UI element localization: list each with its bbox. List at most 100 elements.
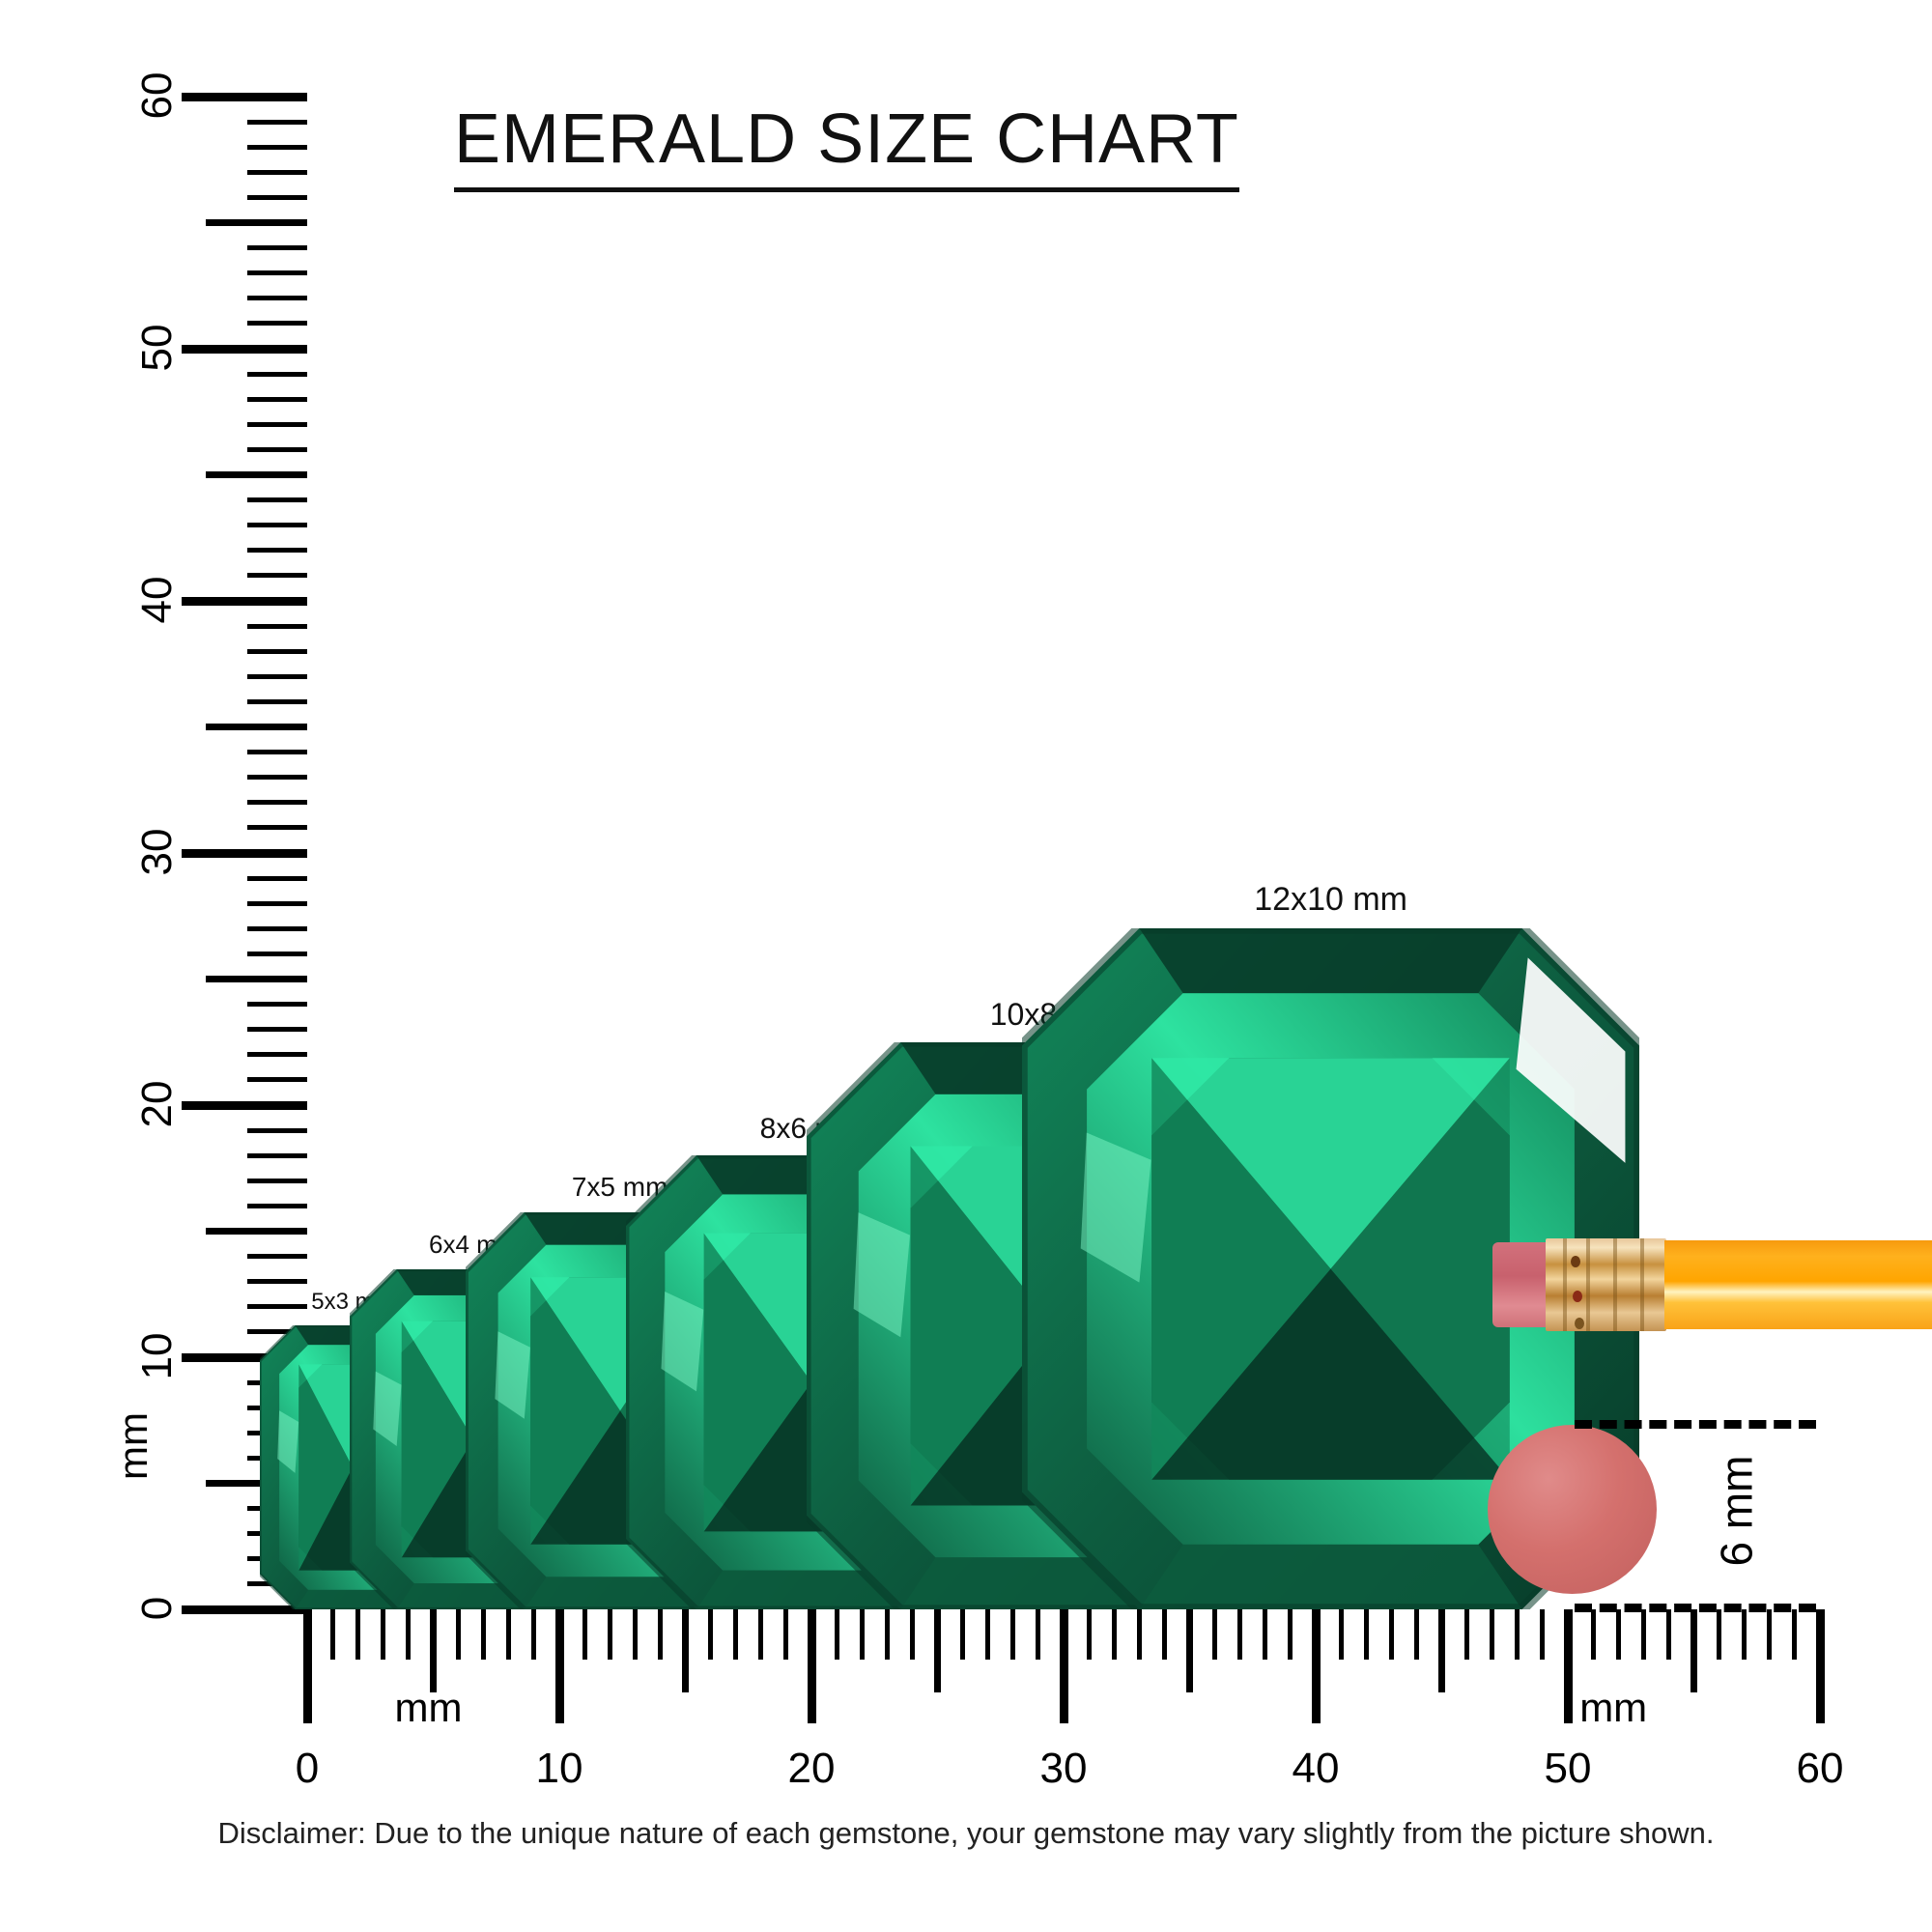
vertical-ruler-tick (247, 1279, 307, 1285)
vertical-ruler-label: 20 (133, 1080, 181, 1128)
horizontal-ruler-tick (682, 1609, 689, 1692)
vertical-ruler: 0 10 20 30 40 50 60 mm (0, 0, 328, 1642)
horizontal-ruler-tick (934, 1609, 941, 1692)
vertical-ruler-label: 30 (133, 828, 181, 876)
horizontal-ruler-tick (1815, 1609, 1825, 1723)
horizontal-ruler-tick (506, 1609, 512, 1660)
pencil-ferrule-icon (1546, 1238, 1666, 1331)
horizontal-ruler-tick (456, 1609, 462, 1660)
vertical-ruler-tick (247, 371, 307, 377)
vertical-ruler-tick (247, 825, 307, 831)
vertical-ruler-tick (247, 497, 307, 503)
horizontal-ruler-tick (607, 1609, 612, 1660)
horizontal-ruler: 0 10 20 30 40 50 60 mm mm (0, 1246, 1932, 1792)
vertical-ruler-tick (247, 1127, 307, 1133)
vertical-ruler-tick (247, 875, 307, 881)
vertical-ruler-tick (247, 1178, 307, 1183)
horizontal-ruler-label: 40 (1292, 1745, 1340, 1792)
horizontal-ruler-tick (1161, 1609, 1167, 1660)
horizontal-ruler-tick (329, 1609, 335, 1660)
vertical-ruler-tick (206, 1228, 307, 1235)
vertical-ruler-tick (182, 1100, 307, 1110)
horizontal-ruler-label: 0 (295, 1745, 320, 1792)
vertical-ruler-tick (247, 900, 307, 906)
vertical-ruler-tick (247, 951, 307, 956)
vertical-ruler-tick (247, 673, 307, 679)
vertical-ruler-tick (247, 775, 307, 781)
vertical-ruler-tick (182, 848, 307, 858)
vertical-ruler-tick (247, 1027, 307, 1033)
horizontal-ruler-tick (405, 1609, 411, 1660)
horizontal-ruler-tick (1059, 1609, 1068, 1723)
horizontal-ruler-tick (1288, 1609, 1293, 1660)
vertical-ruler-tick (247, 446, 307, 452)
vertical-ruler-tick (206, 976, 307, 982)
horizontal-ruler-tick (1413, 1609, 1419, 1660)
horizontal-ruler-tick (1615, 1609, 1621, 1660)
horizontal-ruler-tick (783, 1609, 789, 1660)
horizontal-ruler-tick (758, 1609, 764, 1660)
vertical-ruler-tick (247, 698, 307, 704)
horizontal-ruler-tick (1717, 1609, 1722, 1660)
horizontal-ruler-tick (834, 1609, 839, 1660)
vertical-ruler-tick (247, 194, 307, 200)
horizontal-ruler-tick (1792, 1609, 1798, 1660)
horizontal-ruler-tick (430, 1609, 437, 1692)
horizontal-ruler-tick (1338, 1609, 1344, 1660)
horizontal-ruler-tick (1515, 1609, 1520, 1660)
horizontal-ruler-tick (1363, 1609, 1369, 1660)
horizontal-ruler-tick (657, 1609, 663, 1660)
vertical-ruler-tick (247, 1304, 307, 1310)
horizontal-ruler-tick (884, 1609, 890, 1660)
horizontal-ruler-tick (985, 1609, 991, 1660)
horizontal-ruler-tick (1438, 1609, 1445, 1692)
vertical-ruler-tick (247, 421, 307, 427)
horizontal-ruler-tick (733, 1609, 739, 1660)
gem-item[interactable]: 12x10 mm (1021, 881, 1639, 1610)
horizontal-ruler-tick (554, 1609, 564, 1723)
horizontal-ruler-tick (1036, 1609, 1041, 1660)
vertical-ruler-tick (247, 523, 307, 528)
emerald-gem-graphic (1021, 928, 1639, 1610)
eraser-bottom-dashed-line (1575, 1604, 1816, 1612)
vertical-ruler-tick (247, 573, 307, 579)
vertical-ruler-tick (182, 1352, 307, 1362)
vertical-ruler-tick (247, 1052, 307, 1058)
pencil-body-icon (1664, 1240, 1932, 1329)
horizontal-ruler-tick (1263, 1609, 1268, 1660)
horizontal-ruler-tick (1742, 1609, 1747, 1660)
vertical-ruler-tick (182, 344, 307, 354)
vertical-ruler-tick (247, 321, 307, 327)
page-title: EMERALD SIZE CHART (454, 104, 1239, 192)
vertical-ruler-tick (247, 396, 307, 402)
horizontal-ruler-tick (1767, 1609, 1773, 1660)
horizontal-ruler-tick (1690, 1609, 1697, 1692)
vertical-ruler-tick (247, 925, 307, 931)
horizontal-ruler-tick (909, 1609, 915, 1660)
eraser-top-dashed-line (1575, 1420, 1816, 1429)
horizontal-ruler-tick (1540, 1609, 1546, 1660)
horizontal-ruler-unit-label: mm (1579, 1685, 1648, 1730)
vertical-ruler-tick (247, 296, 307, 301)
vertical-ruler-tick (247, 623, 307, 629)
horizontal-ruler-tick (380, 1609, 385, 1660)
eraser-circle-reference (1488, 1425, 1657, 1594)
vertical-ruler-tick (247, 750, 307, 755)
horizontal-ruler-tick (355, 1609, 360, 1660)
horizontal-ruler-label: 30 (1039, 1745, 1088, 1792)
pencil-eraser-icon (1492, 1242, 1548, 1327)
vertical-ruler-label: 60 (133, 71, 181, 120)
horizontal-ruler-tick (481, 1609, 487, 1660)
vertical-ruler-tick (206, 471, 307, 478)
vertical-ruler-tick (182, 596, 307, 606)
vertical-ruler-tick (182, 1605, 307, 1614)
horizontal-ruler-label: 50 (1544, 1745, 1592, 1792)
vertical-ruler-tick (247, 1077, 307, 1083)
horizontal-ruler-tick (1086, 1609, 1092, 1660)
vertical-ruler-tick (247, 548, 307, 554)
horizontal-ruler-tick (1237, 1609, 1243, 1660)
horizontal-ruler-tick (531, 1609, 537, 1660)
gem-size-label: 12x10 mm (1254, 881, 1408, 919)
horizontal-ruler-tick (302, 1609, 312, 1723)
